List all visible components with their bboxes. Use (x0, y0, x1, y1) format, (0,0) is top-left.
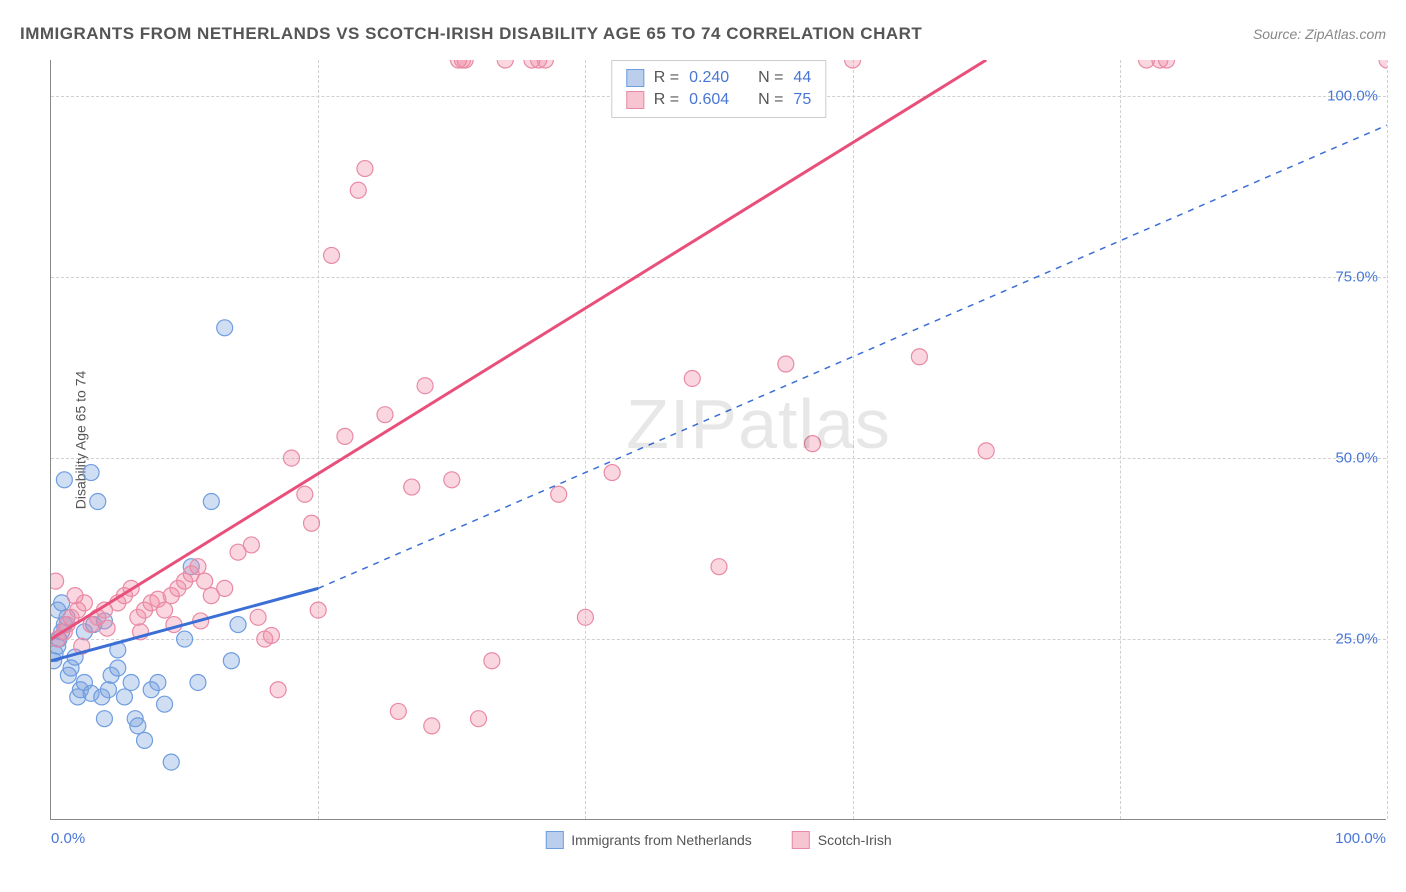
stats-row-series-1: R = 0.604 N = 75 (626, 89, 811, 111)
stats-row-series-0: R = 0.240 N = 44 (626, 67, 811, 89)
x-tick-min: 0.0% (51, 830, 85, 847)
y-tick-label: 100.0% (1327, 88, 1378, 105)
x-tick-max: 100.0% (1335, 830, 1386, 847)
stats-swatch-0 (626, 69, 644, 87)
y-tick-label: 50.0% (1335, 450, 1378, 467)
source-label: Source: ZipAtlas.com (1253, 26, 1386, 42)
stats-r-value-0: 0.240 (689, 69, 729, 87)
stats-r-value-1: 0.604 (689, 91, 729, 109)
legend-label-0: Immigrants from Netherlands (571, 832, 752, 848)
stats-n-value-1: 75 (793, 91, 811, 109)
legend-item-1: Scotch-Irish (792, 831, 892, 849)
y-tick-label: 25.0% (1335, 631, 1378, 648)
legend-item-0: Immigrants from Netherlands (545, 831, 752, 849)
legend: Immigrants from Netherlands Scotch-Irish (545, 831, 891, 849)
stats-n-label: N = (758, 69, 783, 87)
chart-container: IMMIGRANTS FROM NETHERLANDS VS SCOTCH-IR… (0, 0, 1406, 892)
chart-title: IMMIGRANTS FROM NETHERLANDS VS SCOTCH-IR… (20, 24, 922, 44)
plot-area: Disability Age 65 to 74 ZIPatlas R = 0.2… (50, 60, 1386, 820)
y-tick-label: 75.0% (1335, 269, 1378, 286)
stats-box: R = 0.240 N = 44 R = 0.604 N = 75 (611, 60, 826, 118)
legend-label-1: Scotch-Irish (818, 832, 892, 848)
stats-n-label: N = (758, 91, 783, 109)
stats-r-label: R = (654, 69, 679, 87)
stats-r-label: R = (654, 91, 679, 109)
legend-swatch-0 (545, 831, 563, 849)
stats-n-value-0: 44 (793, 69, 811, 87)
stats-swatch-1 (626, 91, 644, 109)
legend-swatch-1 (792, 831, 810, 849)
scatter-plot-svg (51, 60, 1386, 819)
